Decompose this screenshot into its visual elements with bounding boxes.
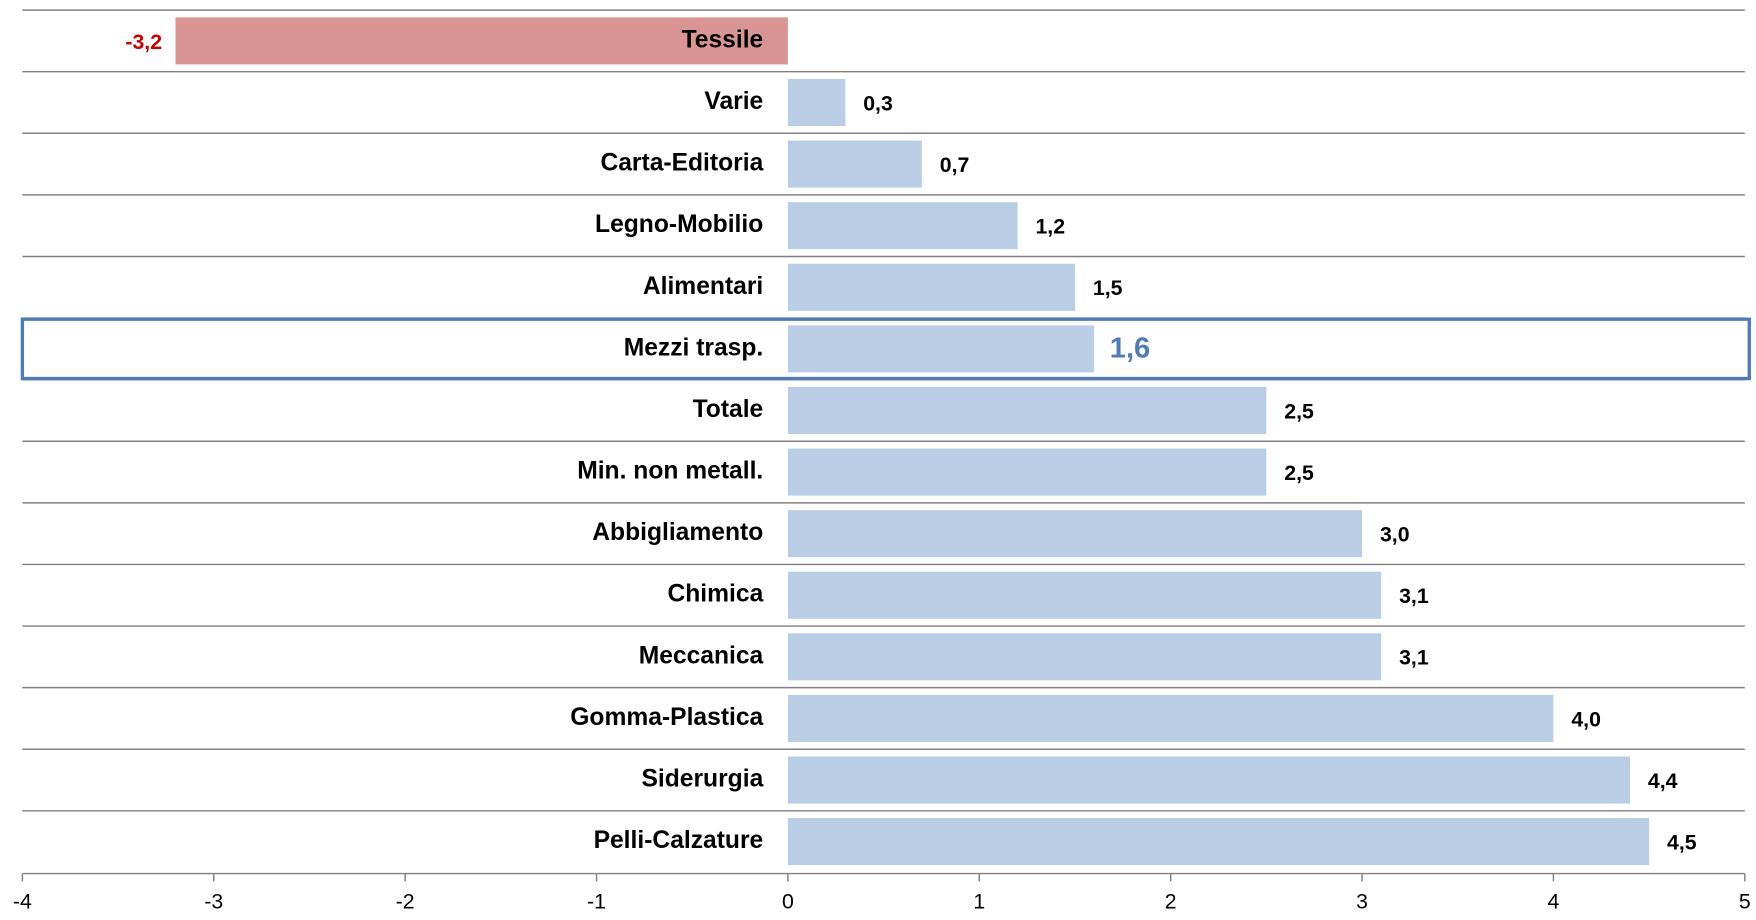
category-label: Meccanica xyxy=(639,642,764,669)
bar xyxy=(787,140,922,188)
category-label: Min. non metall. xyxy=(577,458,763,485)
value-label: -3,2 xyxy=(125,30,162,54)
value-label: 3,1 xyxy=(1399,646,1429,670)
x-tick-label: -1 xyxy=(587,889,606,913)
value-label: 4,5 xyxy=(1667,830,1697,854)
bar xyxy=(787,510,1363,558)
category-label: Totale xyxy=(693,396,764,423)
value-label: 2,5 xyxy=(1284,399,1314,423)
x-tick-label: -2 xyxy=(396,889,415,913)
category-label: Gomma-Plastica xyxy=(570,704,763,731)
bar xyxy=(787,448,1267,496)
bar xyxy=(787,694,1554,742)
bar xyxy=(787,202,1018,250)
category-label: Tessile xyxy=(682,26,764,53)
category-label: Carta-Editoria xyxy=(600,150,763,177)
value-label: 1,2 xyxy=(1035,215,1065,239)
category-label: Varie xyxy=(704,88,763,115)
bar xyxy=(787,78,846,127)
x-tick-label: -4 xyxy=(13,889,32,913)
x-tick-label: -3 xyxy=(204,889,223,913)
category-label: Legno-Mobilio xyxy=(595,211,763,238)
category-label: Chimica xyxy=(667,581,763,608)
bar xyxy=(787,633,1382,681)
value-label: 2,5 xyxy=(1284,461,1314,485)
bar xyxy=(787,756,1630,804)
category-label: Mezzi trasp. xyxy=(624,334,764,361)
x-tick-label: 0 xyxy=(782,889,794,913)
bar xyxy=(787,818,1650,866)
value-label: 0,3 xyxy=(863,91,893,115)
highlight-box xyxy=(20,317,1751,381)
category-label: Alimentari xyxy=(643,273,763,300)
value-label: 4,0 xyxy=(1571,707,1601,731)
value-label: 1,5 xyxy=(1093,276,1123,300)
bar xyxy=(787,325,1095,373)
x-tick-label: 5 xyxy=(1739,889,1751,913)
x-tick-label: 4 xyxy=(1548,889,1560,913)
category-label: Abbigliamento xyxy=(592,519,763,546)
bar xyxy=(787,386,1267,434)
bar xyxy=(175,17,788,65)
x-tick-label: 2 xyxy=(1165,889,1177,913)
category-label: Pelli-Calzature xyxy=(594,827,764,854)
x-tick-label: 3 xyxy=(1356,889,1368,913)
value-label: 4,4 xyxy=(1648,769,1678,793)
bar xyxy=(787,571,1382,619)
x-tick-label: 1 xyxy=(973,889,985,913)
value-label: 0,7 xyxy=(940,153,970,177)
value-label: 3,1 xyxy=(1399,584,1429,608)
value-label: 1,6 xyxy=(1110,333,1150,365)
bar xyxy=(787,263,1075,311)
value-label: 3,0 xyxy=(1380,523,1410,547)
category-label: Siderurgia xyxy=(641,766,763,793)
